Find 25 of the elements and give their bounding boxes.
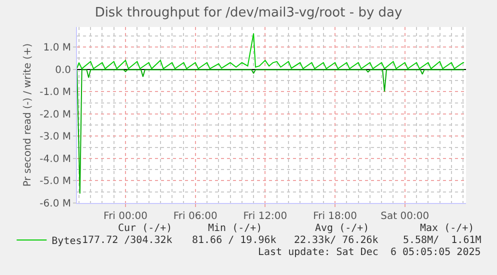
text: Min (-/+) (208, 223, 262, 234)
x-tick-label: Sat 00:00 (380, 211, 430, 222)
y-tick-label: -4.0 M (40, 154, 71, 165)
y-tick-label: -2.0 M (40, 109, 71, 120)
y-tick-label: -1.0 M (40, 87, 71, 98)
y-tick-label: -3.0 M (40, 132, 71, 143)
chart-title: Disk throughput for /dev/mail3-vg/root - by day (94, 6, 402, 21)
y-tick-label: 0.0 (55, 64, 71, 76)
text: 81.66 / 19.96k (192, 235, 276, 246)
text: 177.72 /304.32k (82, 235, 172, 246)
x-tick-label: Fri 12:00 (243, 211, 288, 222)
x-tick-label: Fri 06:00 (173, 211, 218, 222)
y-tick-label: -5.0 M (40, 176, 71, 188)
text: Last update: Sat Dec 6 05:05:05 2025 (258, 247, 481, 258)
y-tick-label: -6.0 M (40, 198, 71, 210)
text: 5.58M/ 1.61M (403, 235, 482, 246)
text: Avg (-/+) (315, 223, 370, 234)
text: 22.33k/ 76.26k (294, 235, 378, 246)
text: Max (-/+) (420, 223, 474, 234)
x-tick-label: Fri 18:00 (313, 211, 357, 222)
x-tick-label: Fri 00:00 (104, 211, 148, 222)
legend-label: Bytes (52, 236, 82, 247)
y-axis-title: Pr second read (-) / write (+) (22, 43, 34, 187)
y-tick-label: 1.0 M (43, 42, 71, 54)
text: Cur (-/+) (118, 223, 172, 234)
